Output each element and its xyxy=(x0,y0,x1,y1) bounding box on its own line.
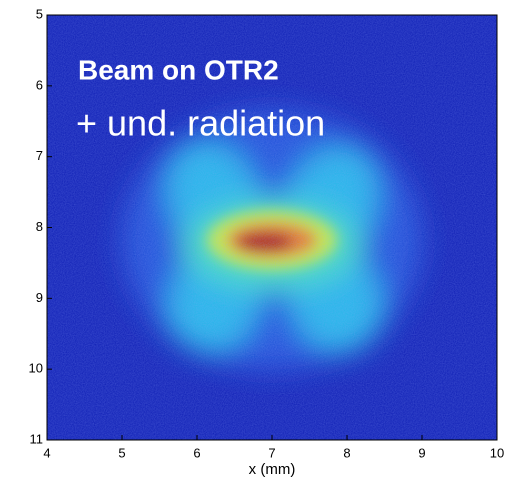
x-tick-label: 8 xyxy=(343,445,350,460)
y-tick-label: 11 xyxy=(30,431,44,446)
y-tick-label: 5 xyxy=(36,6,43,21)
y-tick-label: 10 xyxy=(29,361,43,376)
x-tick-label: 9 xyxy=(418,445,425,460)
x-tick-label: 6 xyxy=(193,445,200,460)
x-tick-label: 10 xyxy=(490,445,504,460)
x-axis-label: x (mm) xyxy=(249,461,296,478)
x-tick-label: 4 xyxy=(43,445,50,460)
annotation: Beam on OTR2 xyxy=(78,54,279,85)
annotation: + und. radiation xyxy=(76,103,325,144)
y-tick-label: 7 xyxy=(36,148,43,163)
heatmap-image xyxy=(47,15,497,440)
y-tick-label: 9 xyxy=(36,290,43,305)
x-tick-label: 5 xyxy=(118,445,125,460)
y-tick-label: 8 xyxy=(36,219,43,234)
x-tick-label: 7 xyxy=(268,445,275,460)
y-tick-label: 6 xyxy=(36,77,43,92)
